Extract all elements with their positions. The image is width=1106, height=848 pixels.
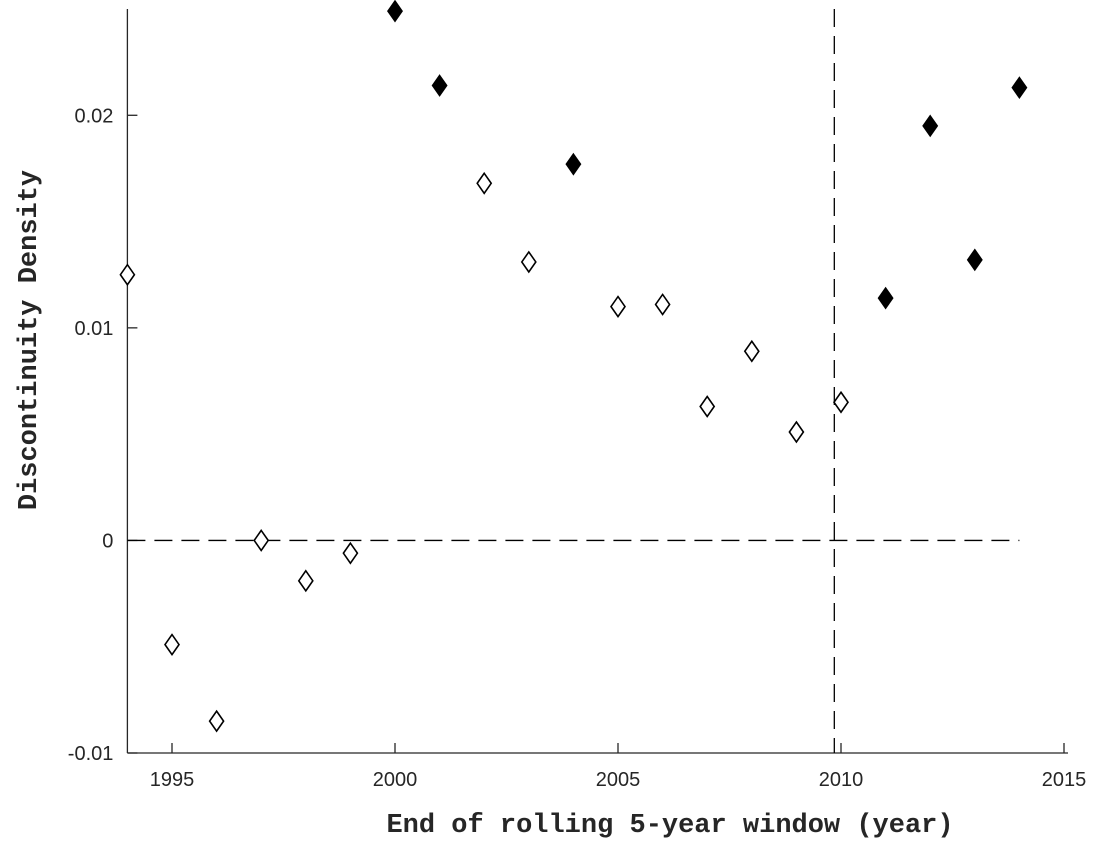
point [743,339,760,363]
point [966,248,983,272]
x-tick-label: 2005 [596,769,641,791]
y-tick-label: 0 [102,530,113,552]
x-tick-label: 2010 [819,769,864,791]
point [387,0,403,23]
point [877,286,894,310]
point [297,569,314,593]
x-tick-label: 1995 [150,769,195,791]
point [788,420,805,444]
point [342,541,359,565]
point [208,709,225,733]
y-tick-label: -0.01 [68,743,114,765]
y-axis-label: Discontinuity Density [15,170,45,510]
point [565,152,582,176]
y-tick-label: 0.01 [74,318,113,340]
point [922,114,939,138]
x-tick-label: 2000 [373,769,418,791]
y-tick-label: 0.02 [74,105,113,127]
point [699,395,716,418]
point [253,529,270,552]
point [476,171,493,195]
point [119,263,136,287]
point [654,293,671,316]
x-axis-label: End of rolling 5-year window (year) [386,811,953,841]
point [1011,76,1028,100]
point [164,633,180,656]
x-tick-label: 2015 [1042,769,1087,791]
point [431,74,448,97]
point [520,250,537,274]
point [833,390,849,414]
point [610,295,626,318]
